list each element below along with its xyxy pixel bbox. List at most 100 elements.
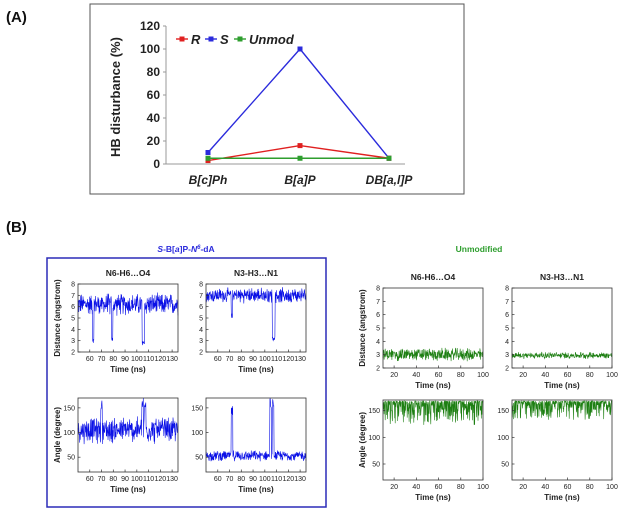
subplot-xtick-label: 60 [86, 476, 94, 483]
subplot-xtick-label: 120 [155, 356, 167, 363]
subplot-xtick-label: 70 [98, 476, 106, 483]
subplot-ytick-label: 8 [505, 286, 509, 293]
subplot-xtick-label: 80 [109, 356, 117, 363]
subplot-xtick-label: 80 [457, 484, 465, 491]
subplot-xtick-label: 60 [564, 372, 572, 379]
subplot-ytick-label: 50 [501, 462, 509, 469]
subplot-xtick-label: 100 [131, 356, 143, 363]
hb-category-label: B[c]Ph [189, 173, 228, 187]
subplot-ytick-label: 6 [199, 304, 203, 311]
hb-series-r-point [297, 143, 303, 149]
subplot-ylabel: Angle (degree) [358, 412, 367, 468]
subplot-ylabel: Distance (angstrom) [53, 279, 62, 357]
subplot-6: N3-H3…N1 2 3 4 5 6 7 8 20 40 60 80 100 Time (ns) [505, 272, 618, 390]
subplot-ytick-label: 100 [368, 435, 380, 442]
subplot-trace [382, 347, 484, 362]
hb-series-s-line [207, 47, 390, 159]
subplot-ytick-label: 4 [376, 339, 380, 346]
subplot-xtick-label: 40 [541, 484, 549, 491]
hb-ytick-label: 0 [153, 157, 160, 171]
subplot-trace [205, 398, 307, 462]
subplot-xlabel: Time (ns) [110, 485, 146, 494]
subplot-xtick-label: 70 [226, 356, 234, 363]
hb-series-unmod-point [386, 155, 392, 161]
subplot-xtick-label: 110 [271, 356, 282, 363]
subplot-ytick-label: 7 [71, 293, 75, 300]
hb-legend-swatch-marker [208, 36, 214, 42]
subplot-ytick-label: 6 [376, 312, 380, 319]
subplot-xtick-label: 110 [143, 476, 154, 483]
subplot-xtick-label: 100 [606, 484, 618, 491]
hb-category-label: B[a]P [284, 173, 316, 187]
subplot-xtick-label: 100 [477, 484, 489, 491]
subplot-title: N3-H3…N1 [540, 272, 584, 282]
subplot-xlabel: Time (ns) [544, 493, 580, 502]
subplot-xtick-label: 90 [249, 476, 257, 483]
subplot-xlabel: Time (ns) [415, 493, 451, 502]
subplot-xtick-label: 60 [86, 356, 94, 363]
subplot-axes-box [382, 399, 484, 481]
hb-ylabel: HB disturbance (%) [108, 37, 123, 157]
hb-ytick-label: 120 [140, 19, 160, 33]
subplot-ytick-label: 3 [505, 352, 509, 359]
subplot-ytick-label: 3 [71, 338, 75, 345]
s-group-frame [46, 257, 327, 508]
subplot-ytick-label: 8 [376, 286, 380, 293]
subplot-1: N6-H6…O4 2 3 4 5 6 7 8 60 70 80 90 100 110 120 130 Time … [53, 268, 179, 374]
subplot-xtick-label: 130 [166, 476, 178, 483]
hb-series-s-point [205, 150, 211, 155]
subplot-xtick-label: 60 [435, 484, 443, 491]
s-group-title: S-B[a]P-N6-dA [157, 244, 214, 254]
subplot-xtick-label: 80 [237, 356, 245, 363]
subplot-trace [511, 351, 613, 360]
subplot-xtick-label: 100 [477, 372, 489, 379]
subplot-xtick-label: 120 [283, 356, 295, 363]
subplot-trace [77, 292, 179, 346]
subplot-ytick-label: 100 [497, 435, 509, 442]
subplot-title: N6-H6…O4 [411, 272, 456, 282]
subplot-xtick-label: 130 [294, 476, 306, 483]
subplot-ytick-label: 100 [63, 430, 75, 437]
subplot-ytick-label: 5 [71, 316, 75, 323]
subplot-xtick-label: 20 [390, 484, 398, 491]
subplot-ytick-label: 5 [505, 326, 509, 333]
subplot-ytick-label: 2 [376, 366, 380, 373]
subplot-trace [511, 400, 613, 420]
subplot-xtick-label: 90 [121, 356, 129, 363]
subplot-xlabel: Time (ns) [238, 365, 274, 374]
hb-ytick-label: 100 [140, 42, 160, 56]
subplot-xtick-label: 130 [166, 356, 178, 363]
subplot-ytick-label: 6 [505, 312, 509, 319]
subplot-title: N3-H3…N1 [234, 268, 278, 278]
hb-legend-unmod: Unmod [249, 32, 295, 47]
subplot-xtick-label: 110 [143, 356, 154, 363]
subplot-ytick-label: 8 [199, 282, 203, 289]
subplot-ylabel: Angle (degree) [53, 407, 62, 463]
hb-series-s-point [297, 46, 303, 52]
subplot-xlabel: Time (ns) [110, 365, 146, 374]
subplot-xtick-label: 60 [214, 356, 222, 363]
subplot-ytick-label: 8 [71, 282, 75, 289]
hb-ytick-label: 20 [147, 134, 161, 148]
subplot-xtick-label: 100 [259, 476, 271, 483]
subplot-xtick-label: 80 [586, 372, 594, 379]
subplot-xtick-label: 40 [412, 484, 420, 491]
subplot-ytick-label: 5 [376, 326, 380, 333]
subplot-xtick-label: 70 [98, 356, 106, 363]
hb-legend-s: S [220, 32, 229, 47]
subplot-xtick-label: 40 [412, 372, 420, 379]
subplot-ytick-label: 4 [505, 339, 509, 346]
subplot-xtick-label: 80 [109, 476, 117, 483]
subplot-title: N6-H6…O4 [106, 268, 151, 278]
subplot-trace [205, 287, 307, 342]
subplot-7: 50 100 150 20 40 60 80 100 Time (ns) Angle (degre… [358, 399, 489, 502]
subplot-ytick-label: 6 [71, 304, 75, 311]
subplot-xlabel: Time (ns) [415, 381, 451, 390]
panel-a-label: (A) [6, 9, 27, 26]
hb-ytick-label: 60 [147, 88, 161, 102]
hb-ytick-label: 80 [147, 65, 161, 79]
